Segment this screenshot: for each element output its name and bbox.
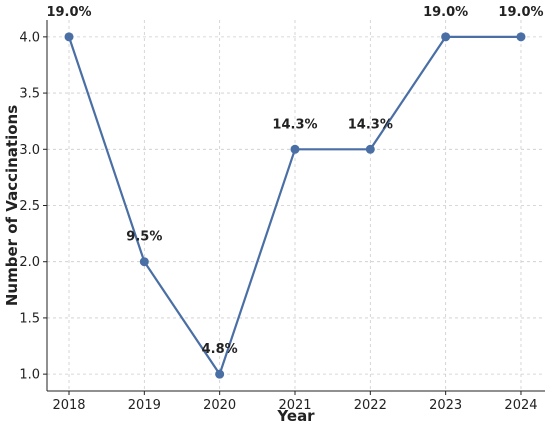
y-tick-label: 2.0 — [19, 255, 40, 270]
data-label: 19.0% — [498, 5, 543, 20]
data-point — [64, 32, 74, 42]
data-label: 4.8% — [202, 342, 238, 357]
x-axis-title: Year — [276, 407, 315, 425]
y-tick-label: 1.5 — [19, 311, 40, 326]
x-tick-label: 2022 — [354, 398, 387, 413]
x-tick-labels: 2018 2019 2020 2021 2022 2023 2024 — [52, 391, 538, 413]
data-point — [516, 32, 526, 42]
data-label: 9.5% — [126, 230, 162, 245]
data-point — [441, 32, 451, 42]
y-tick-labels: 1.0 1.5 2.0 2.5 3.0 3.5 4.0 — [19, 30, 47, 383]
y-tick-label: 3.0 — [19, 143, 40, 158]
y-tick-label: 4.0 — [19, 30, 40, 45]
x-tick-label: 2024 — [504, 398, 537, 413]
y-tick-label: 2.5 — [19, 199, 40, 214]
x-tick-label: 2021 — [278, 398, 311, 413]
data-label: 19.0% — [423, 5, 468, 20]
data-label: 19.0% — [46, 5, 91, 20]
x-tick-label: 2018 — [52, 398, 85, 413]
y-tick-label: 3.5 — [19, 87, 40, 102]
data-point — [215, 369, 225, 379]
data-point — [365, 144, 375, 154]
x-tick-label: 2023 — [429, 398, 462, 413]
x-tick-label: 2019 — [128, 398, 161, 413]
grid-lines — [47, 20, 545, 391]
data-labels: 19.0% 9.5% 4.8% 14.3% 14.3% 19.0% 19.0% — [46, 5, 543, 357]
data-point — [290, 144, 300, 154]
x-tick-label: 2020 — [203, 398, 236, 413]
y-tick-label: 1.0 — [19, 368, 40, 383]
data-point — [139, 257, 149, 267]
data-label: 14.3% — [272, 117, 317, 132]
series-layer — [64, 32, 526, 379]
y-axis-title: Number of Vaccinations — [3, 105, 21, 306]
data-label: 14.3% — [348, 117, 393, 132]
